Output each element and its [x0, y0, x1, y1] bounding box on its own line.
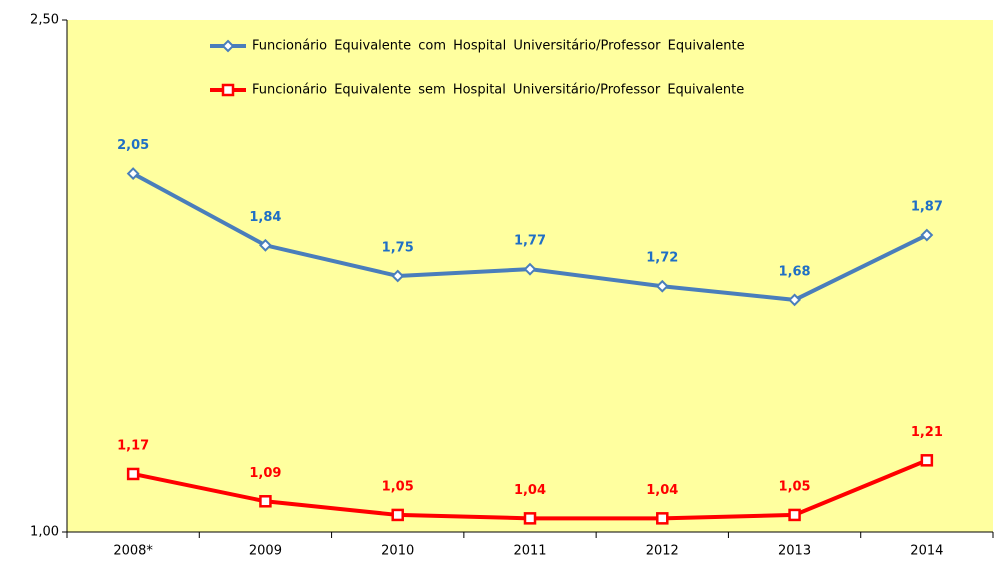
value-label: 1,05 [382, 479, 414, 494]
marker [655, 279, 669, 293]
x-tick-label: 2013 [778, 544, 811, 559]
marker [920, 228, 934, 242]
marker [656, 512, 669, 525]
value-label: 1,75 [382, 241, 414, 256]
marker [391, 269, 405, 283]
value-label: 1,68 [779, 264, 811, 279]
marker [221, 39, 235, 53]
value-label: 1,04 [646, 483, 678, 498]
value-label: 1,84 [249, 210, 281, 225]
legend-label: Funcionário Equivalente sem Hospital Uni… [252, 83, 744, 98]
marker [920, 454, 934, 467]
marker [523, 512, 537, 525]
x-tick-label: 2009 [249, 544, 282, 559]
marker [259, 495, 272, 508]
value-label: 1,77 [514, 234, 546, 249]
legend-label: Funcionário Equivalente com Hospital Uni… [252, 39, 745, 54]
value-label: 2,05 [117, 138, 149, 153]
x-tick-label: 2010 [381, 544, 414, 559]
y-tick-label: 1,00 [30, 525, 59, 540]
marker [221, 83, 235, 97]
value-label: 1,09 [249, 466, 281, 481]
value-label: 1,05 [779, 479, 811, 494]
marker [523, 262, 537, 276]
marker [126, 467, 140, 481]
y-tick-label: 2,50 [30, 13, 59, 28]
value-label: 1,72 [646, 251, 678, 266]
marker [391, 508, 404, 522]
value-label: 1,17 [117, 438, 149, 453]
value-label: 1,21 [911, 425, 943, 440]
plot-area [67, 20, 993, 532]
x-tick-label: 2011 [513, 544, 546, 559]
x-tick-label: 2008* [113, 544, 153, 559]
value-label: 1,87 [911, 200, 943, 215]
marker [259, 238, 272, 252]
marker [126, 167, 140, 181]
marker [788, 508, 801, 522]
marker [788, 293, 801, 307]
x-tick-label: 2014 [910, 544, 943, 559]
x-tick-label: 2012 [646, 544, 679, 559]
value-label: 1,04 [514, 483, 546, 498]
